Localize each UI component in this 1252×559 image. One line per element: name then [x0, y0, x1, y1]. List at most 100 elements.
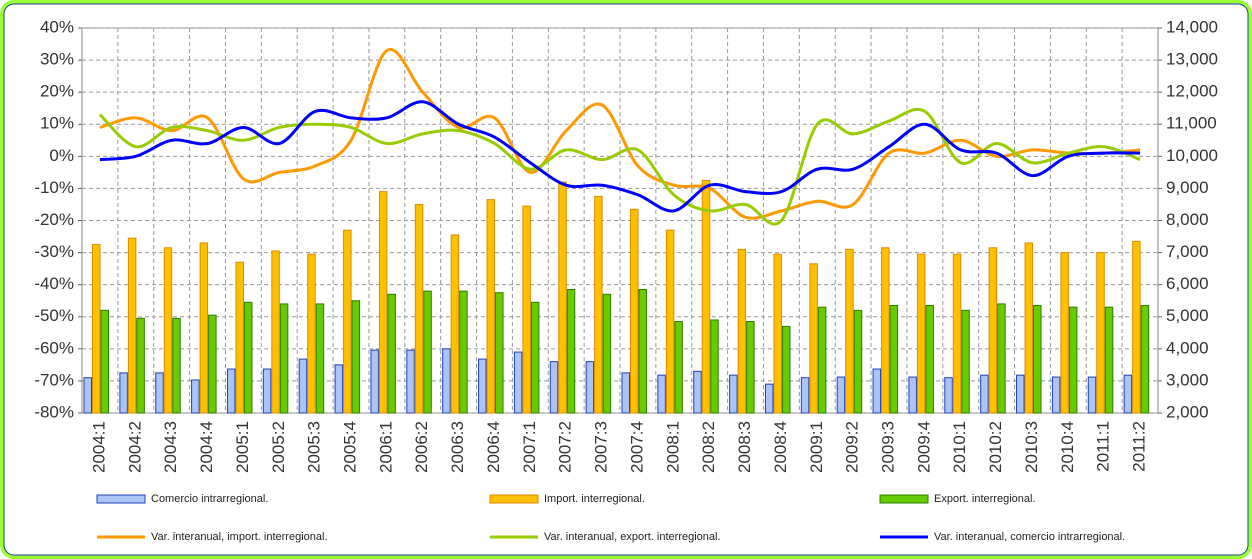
- bar: [701, 179, 711, 414]
- bar: [387, 293, 396, 414]
- bar: [980, 374, 989, 414]
- bar: [817, 306, 827, 414]
- bar: [127, 237, 137, 414]
- bar: [522, 205, 531, 414]
- bar: [378, 191, 388, 414]
- bar: [92, 244, 101, 414]
- bar: [1024, 242, 1034, 414]
- x-tick-label: 2009:2: [843, 421, 862, 473]
- bar: [621, 372, 630, 414]
- y-tick-label: 40%: [40, 17, 74, 36]
- bar: [191, 379, 200, 414]
- x-tick-label: 2008:2: [699, 421, 718, 473]
- bar: [1104, 306, 1114, 414]
- y-tick-label: -70%: [34, 370, 74, 389]
- bar: [693, 370, 702, 414]
- bar: [136, 317, 145, 414]
- x-tick-label: 2007:2: [556, 421, 575, 473]
- x-tick-label: 2004:2: [125, 421, 144, 473]
- bar: [566, 288, 576, 414]
- legend-label: Export. interregional.: [934, 493, 1036, 505]
- bar: [199, 242, 209, 414]
- y-tick-label: -80%: [34, 402, 74, 421]
- bar: [1096, 252, 1105, 414]
- bar: [459, 290, 468, 414]
- y2-tick-label: 14,000: [1166, 17, 1218, 36]
- x-tick-label: 2006:3: [448, 421, 467, 473]
- x-tick-label: 2010:2: [986, 421, 1005, 473]
- bar: [226, 368, 236, 414]
- bar: [889, 305, 899, 414]
- bar: [423, 290, 432, 414]
- legend-label: Var. interanual, export. interregional.: [544, 531, 721, 543]
- bar: [478, 358, 487, 414]
- bar: [235, 261, 244, 414]
- bar: [657, 374, 666, 414]
- x-tick-label: 2006:4: [484, 421, 503, 473]
- x-tick-label: 2005:3: [305, 421, 324, 473]
- bar: [155, 372, 164, 414]
- x-tick-label: 2007:3: [592, 421, 611, 473]
- bar: [916, 253, 926, 414]
- x-tick-label: 2004:1: [89, 421, 108, 473]
- y2-tick-label: 7,000: [1166, 242, 1209, 261]
- x-tick-label: 2004:3: [161, 421, 180, 473]
- legend-swatch: [489, 494, 539, 504]
- bar: [315, 303, 325, 414]
- bar: [1068, 306, 1078, 414]
- x-tick-label: 2005:4: [340, 421, 359, 473]
- x-tick-label: 2011:2: [1130, 421, 1149, 472]
- bar: [944, 377, 953, 414]
- bar: [710, 319, 719, 414]
- line: [99, 47, 1141, 220]
- bar: [845, 248, 854, 414]
- bar: [406, 349, 415, 414]
- y-tick-label: 0%: [49, 146, 74, 165]
- x-tick-label: 2009:3: [878, 421, 897, 473]
- legend-label: Comercio intrarregional.: [151, 493, 268, 505]
- legend-swatch: [879, 494, 929, 504]
- bar: [773, 253, 782, 414]
- bar: [100, 309, 109, 414]
- bar: [925, 305, 934, 414]
- legend-swatch: [96, 494, 146, 504]
- bar: [119, 372, 128, 414]
- x-tick-label: 2009:4: [914, 421, 933, 473]
- bar: [800, 377, 810, 414]
- bar: [1123, 374, 1133, 414]
- bar: [729, 374, 738, 414]
- y-tick-label: -60%: [34, 338, 74, 357]
- x-tick-label: 2008:4: [771, 421, 790, 473]
- legend-label: Import. interregional.: [544, 493, 645, 505]
- bar: [781, 325, 791, 414]
- legend-label: Var. interanual, comercio intrarregional…: [934, 531, 1125, 543]
- x-tick-label: 2005:1: [233, 421, 252, 473]
- y-tick-label: 10%: [40, 114, 74, 133]
- y2-tick-label: 11,000: [1166, 114, 1217, 133]
- y2-tick-label: 9,000: [1166, 178, 1209, 197]
- bar: [1060, 252, 1069, 414]
- bar: [271, 250, 280, 414]
- y2-tick-label: 6,000: [1166, 274, 1209, 293]
- y2-tick-label: 3,000: [1166, 370, 1209, 389]
- bar: [351, 300, 361, 414]
- legend-label: Var. interanual, import. interregional.: [151, 531, 328, 543]
- bar: [836, 376, 846, 414]
- x-tick-label: 2006:2: [412, 421, 431, 473]
- bar: [764, 383, 774, 414]
- bar: [809, 263, 818, 414]
- x-tick-label: 2011:1: [1094, 421, 1113, 472]
- bar: [298, 358, 308, 414]
- bar: [594, 195, 603, 414]
- bar: [495, 292, 504, 414]
- bar: [530, 301, 540, 414]
- x-tick-label: 2004:4: [197, 421, 216, 473]
- bar: [1051, 376, 1061, 414]
- bar: [746, 321, 755, 414]
- y2-tick-label: 10,000: [1166, 146, 1218, 165]
- y2-tick-label: 2,000: [1166, 402, 1209, 421]
- bar: [279, 303, 289, 414]
- bar: [908, 376, 917, 414]
- y-tick-label: -40%: [34, 274, 74, 293]
